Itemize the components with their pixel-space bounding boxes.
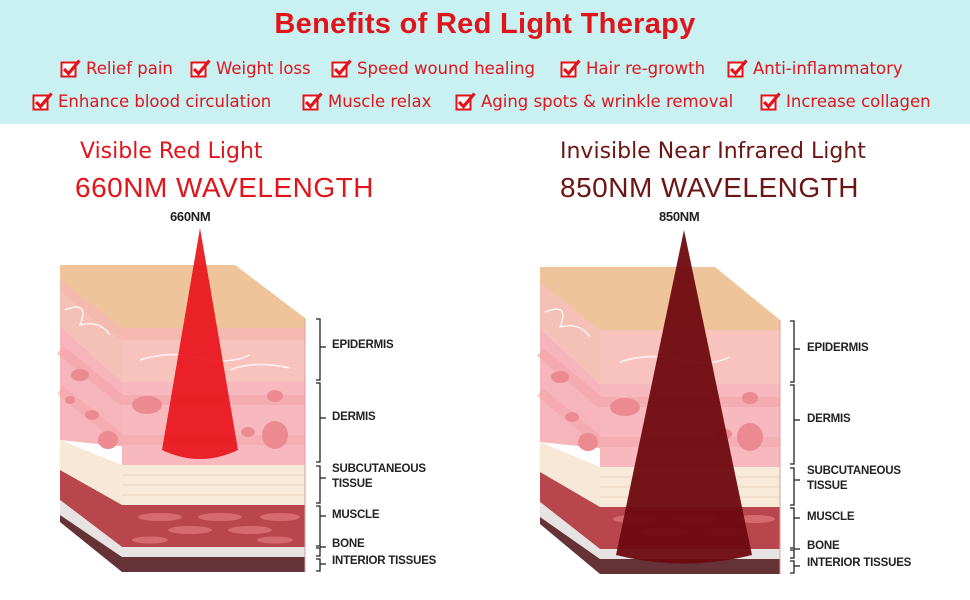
layer-label-subcutaneous: SUBCUTANEOUS [332, 463, 426, 475]
layer-label-subcutaneous-tissue: TISSUE [332, 478, 373, 490]
layer-brackets [790, 320, 800, 574]
layer-label-epidermis: EPIDERMIS [332, 339, 394, 351]
red-light-beam [162, 228, 238, 459]
checkbox-check-icon [760, 91, 781, 110]
layer-label-muscle: MUSCLE [332, 509, 380, 521]
benefit-item: Weight loss [190, 55, 311, 81]
benefit-item: Enhance blood circulation [32, 88, 271, 114]
benefit-item: Relief pain [60, 55, 173, 81]
red-light-title: Visible Red Light [80, 139, 263, 164]
banner-title: Benefits of Red Light Therapy [274, 8, 696, 40]
benefit-label: Muscle relax [328, 91, 432, 111]
benefits-banner: Benefits of Red Light Therapy Relief pai… [0, 0, 970, 124]
skin-cross-section-illustration [56, 228, 326, 572]
benefit-label: Aging spots & wrinkle removal [481, 91, 734, 111]
benefit-item: Muscle relax [302, 88, 431, 114]
layer-label-dermis: DERMIS [332, 411, 376, 423]
layer-brackets [316, 318, 326, 572]
skin-top-surface [60, 265, 305, 318]
layer-label-dermis: DERMIS [807, 413, 851, 425]
benefit-item: Speed wound healing [331, 55, 535, 81]
benefits-row-1: Relief pain Weight loss Speed wound heal… [0, 55, 970, 81]
layer-label-interior-tissues: INTERIOR TISSUES [807, 557, 912, 569]
red-light-skin-diagram: EPIDERMIS DERMIS SUBCUTANEOUS TISSUE MUS… [0, 200, 460, 600]
infrared-skin-diagram: EPIDERMIS DERMIS SUBCUTANEOUS TISSUE MUS… [480, 200, 940, 600]
benefit-label: Relief pain [86, 58, 173, 78]
benefit-item: Increase collagen [760, 88, 931, 114]
checkbox-check-icon [190, 58, 211, 77]
red-light-wavelength: 660NM WAVELENGTH [75, 172, 374, 203]
layer-label-muscle: MUSCLE [807, 511, 855, 523]
benefit-label: Increase collagen [786, 91, 931, 111]
benefit-item: Aging spots & wrinkle removal [455, 88, 733, 114]
checkbox-check-icon [60, 58, 81, 77]
benefit-label: Speed wound healing [357, 58, 536, 78]
checkbox-check-icon [560, 58, 581, 77]
infrared-light-title: Invisible Near Infrared Light [560, 139, 866, 164]
benefit-label: Anti-inflammatory [753, 58, 903, 78]
infrared-beam-label: 850NM [659, 209, 700, 224]
layer-label-bone: BONE [332, 538, 365, 550]
checkbox-check-icon [32, 91, 53, 110]
skin-cross-section-illustration [536, 230, 800, 574]
checkbox-check-icon [455, 91, 476, 110]
benefits-row-2: Enhance blood circulation Muscle relax A… [0, 88, 970, 114]
layer-label-subcutaneous: SUBCUTANEOUS [807, 465, 901, 477]
red-beam-label: 660NM [170, 209, 211, 224]
checkbox-check-icon [302, 91, 323, 110]
benefit-label: Hair re-growth [586, 58, 706, 78]
benefit-item: Anti-inflammatory [727, 55, 903, 81]
checkbox-check-icon [331, 58, 352, 77]
checkbox-check-icon [727, 58, 748, 77]
layer-label-bone: BONE [807, 540, 840, 552]
layer-label-interior-tissues: INTERIOR TISSUES [332, 555, 437, 567]
benefit-item: Hair re-growth [560, 55, 705, 81]
benefit-label: Weight loss [216, 58, 311, 78]
layer-label-subcutaneous-tissue: TISSUE [807, 480, 848, 492]
benefit-label: Enhance blood circulation [58, 91, 272, 111]
layer-label-epidermis: EPIDERMIS [807, 342, 869, 354]
infrared-light-wavelength: 850NM WAVELENGTH [560, 172, 859, 203]
infrared-light-beam [616, 230, 752, 564]
skin-top-surface [540, 267, 780, 320]
